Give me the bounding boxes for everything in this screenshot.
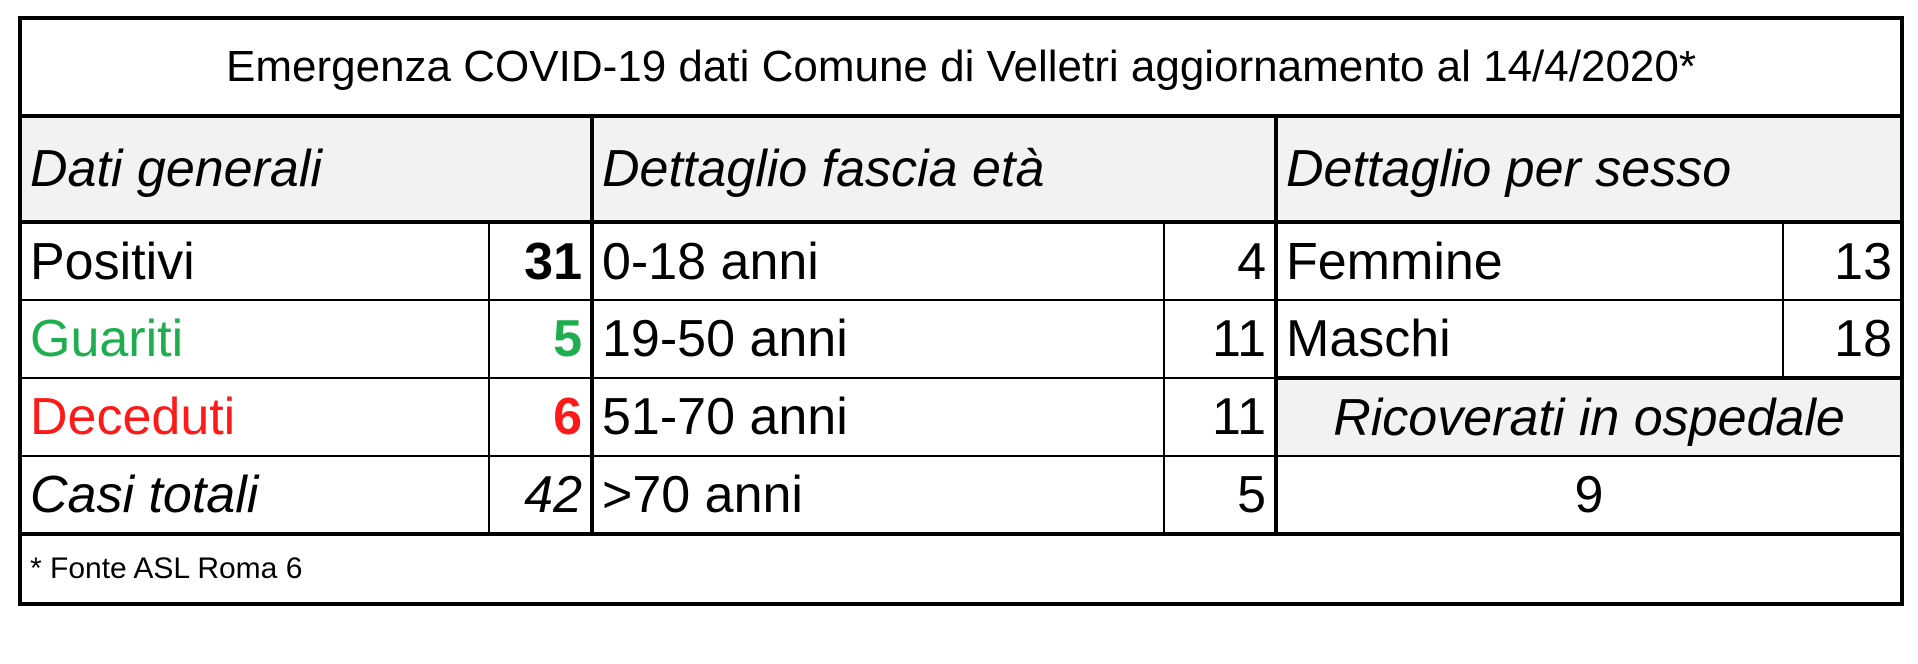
age-label: 51-70 anni [590,377,1165,457]
sex-label-femmine: Femmine [1274,220,1784,301]
general-label-guariti: Guariti [18,299,490,379]
age-label: 19-50 anni [590,299,1165,379]
source-note: * Fonte ASL Roma 6 [18,532,1904,606]
sex-label-maschi: Maschi [1274,299,1784,380]
age-label: 0-18 anni [590,220,1165,301]
hospital-label: Ricoverati in ospedale [1274,376,1904,457]
header-sex: Dettaglio per sesso [1274,114,1904,224]
header-general: Dati generali [18,114,594,224]
table-title: Emergenza COVID-19 dati Comune di Vellet… [18,16,1904,118]
general-value-guariti: 5 [488,299,594,379]
general-value-deceduti: 6 [488,377,594,457]
general-value-totali: 42 [488,455,594,536]
age-value: 11 [1163,299,1278,379]
general-label-totali: Casi totali [18,455,490,536]
hospital-value: 9 [1274,455,1904,536]
header-age: Dettaglio fascia età [590,114,1278,224]
sex-value-femmine: 13 [1782,220,1904,301]
general-label-positivi: Positivi [18,220,490,301]
age-value: 11 [1163,377,1278,457]
covid-data-table: Emergenza COVID-19 dati Comune di Vellet… [18,16,1904,606]
age-label: >70 anni [590,455,1165,536]
age-value: 4 [1163,220,1278,301]
age-value: 5 [1163,455,1278,536]
general-label-deceduti: Deceduti [18,377,490,457]
sex-value-maschi: 18 [1782,299,1904,380]
general-value-positivi: 31 [488,220,594,301]
